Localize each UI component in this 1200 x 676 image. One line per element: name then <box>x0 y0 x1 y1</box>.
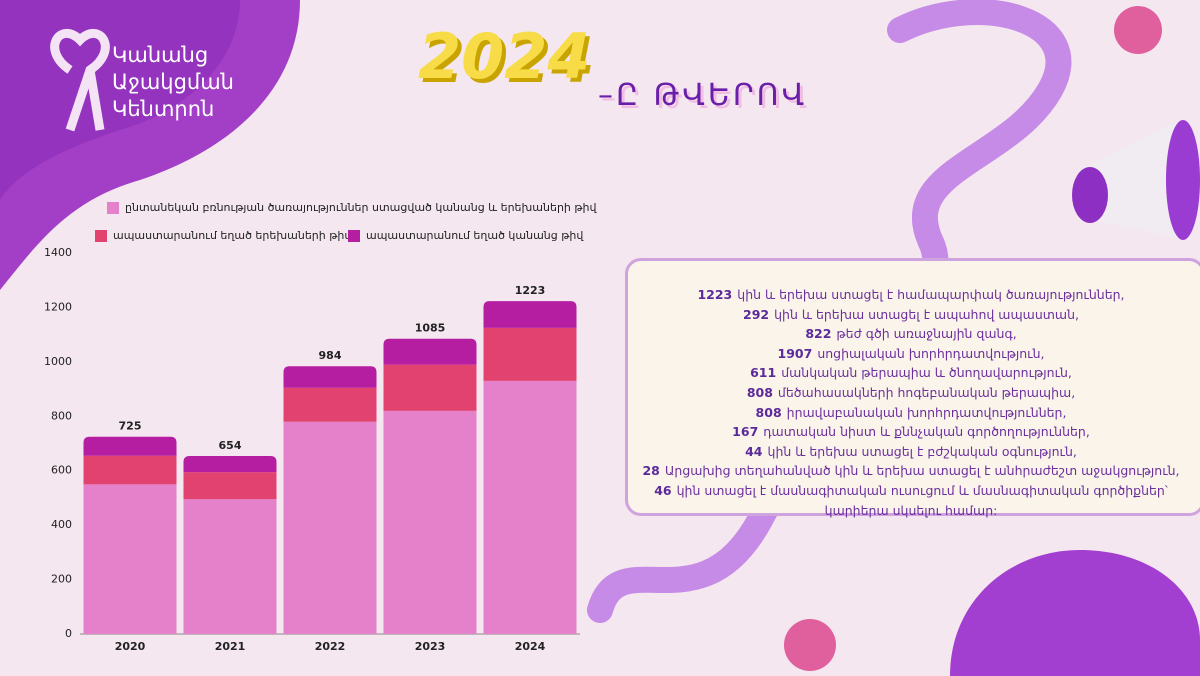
stat-number: 167 <box>732 424 759 440</box>
y-tick-label: 0 <box>65 627 72 640</box>
legend-label: ապաստարանում եղած կանանց թիվ <box>366 229 584 242</box>
megaphone <box>1080 120 1190 240</box>
legend-label: ապաստարանում եղած երեխաների թիվ <box>113 229 352 242</box>
stat-line: 292 կին և երեխա ստացել է ապահով ապաստան, <box>628 305 1194 325</box>
bar-segment <box>383 338 477 365</box>
stat-text: մանկական թերապիա և ծնողավարություն, <box>781 365 1072 381</box>
stat-text: կին և երեխա ստացել է ապահով ապաստան, <box>774 306 1079 322</box>
megaphone <box>1072 167 1108 223</box>
bar-segment <box>83 436 177 456</box>
y-tick-label: 1200 <box>44 300 72 313</box>
stat-text: կին և երեխա ստացել է համապարփակ ծառայութ… <box>737 287 1125 302</box>
stat-text: թեժ գծի առաջնային զանգ, <box>836 326 1017 342</box>
legend-swatch <box>107 202 119 214</box>
stat-text: սոցիալական խորհրդատվություն, <box>817 345 1045 361</box>
stat-line: 1907 սոցիալական խորհրդատվություն, <box>628 344 1194 364</box>
logo: Կանանց Աջակցման Կենտրոն <box>112 42 234 123</box>
y-tick-label: 1000 <box>44 355 72 368</box>
y-tick-label: 1400 <box>44 246 72 259</box>
stat-text: Արցախից տեղահանված կին և երեխա ստացել է … <box>664 463 1180 479</box>
chart: 0 200 400 600 800 1000 1200 1400 ընտանեկան բռնու… <box>44 201 597 653</box>
ribbon-icon <box>50 29 110 132</box>
logo-line: Աջակցման <box>112 70 234 94</box>
stat-text: իրավաբանական խորհրդատվություններ, <box>786 404 1067 420</box>
flower <box>784 619 836 671</box>
bar-segment <box>183 472 277 500</box>
stat-number: 822 <box>805 326 832 342</box>
legend-label: ընտանեկան բռնության ծառայություններ ստաց… <box>125 201 597 214</box>
x-tick-label: 2020 <box>115 640 146 653</box>
y-tick-label: 400 <box>51 518 72 531</box>
y-tick-label: 600 <box>51 464 72 477</box>
stat-line: 808 մեծահասակների հոգեբանական թերապիա, <box>628 383 1194 403</box>
x-tick-label: 2023 <box>415 640 446 653</box>
bar-segment <box>183 456 277 473</box>
stat-text: կին ստացել է մասնագիտական ուսուցում և մա… <box>676 482 1168 518</box>
stat-number: 292 <box>743 306 770 322</box>
legend-swatch <box>348 230 360 242</box>
blob <box>950 550 1200 676</box>
stat-line: 28 Արցախից տեղահանված կին և երեխա ստացել … <box>628 461 1194 481</box>
stat-line: 46 կին ստացել է մասնագիտական ուսուցում և … <box>628 481 1194 520</box>
stat-number: 28 <box>642 463 660 479</box>
bar-segment <box>483 301 577 328</box>
stat-text: դատական նիստ և քննչական գործողություններ… <box>763 424 1090 440</box>
bar-segment <box>483 380 577 634</box>
stat-line: 1223 կին և երեխա ստացել է համապարփակ ծառա… <box>628 285 1194 305</box>
stat-line: 611 մանկական թերապիա և ծնողավարություն, <box>628 363 1194 383</box>
megaphone <box>1166 120 1200 240</box>
bar-segment <box>483 327 577 381</box>
stat-number: 1223 <box>697 287 733 302</box>
bar-segment <box>83 484 177 634</box>
total-label: 1085 <box>415 322 446 335</box>
stats-card: 1223 կին և երեխա ստացել է համապարփակ ծառա… <box>625 258 1200 518</box>
bar-segment <box>283 366 377 388</box>
stat-number: 44 <box>745 443 763 459</box>
total-label: 654 <box>219 439 242 452</box>
legend-swatch <box>95 230 107 242</box>
total-label: 725 <box>119 420 142 433</box>
logo-line: Կենտրոն <box>112 97 215 121</box>
bar-segment <box>383 364 477 411</box>
stat-number: 808 <box>746 384 773 400</box>
total-label: 1223 <box>515 284 546 297</box>
stat-line: 44 կին և երեխա ստացել է բժշկական օգնությո… <box>628 442 1194 462</box>
stat-line: 167 դատական նիստ և քննչական գործողություն… <box>628 422 1194 442</box>
heading-suffix: –Ը ԹՎԵՐՈՎ <box>598 78 808 113</box>
stat-number: 611 <box>750 365 777 381</box>
bar-segment <box>183 499 277 634</box>
bar-segment <box>83 455 177 485</box>
bar-segment <box>383 410 477 634</box>
stat-line: 822 թեժ գծի առաջնային զանգ, <box>628 324 1194 344</box>
stat-text: մեծահասակների հոգեբանական թերապիա, <box>777 384 1076 400</box>
bar-segment <box>283 387 377 422</box>
stat-line: 808 իրավաբանական խորհրդատվություններ, <box>628 403 1194 423</box>
logo-line: Կանանց <box>112 43 209 67</box>
ribbon <box>587 0 1072 623</box>
stat-number: 1907 <box>777 345 813 361</box>
total-label: 984 <box>319 349 342 362</box>
stat-number: 808 <box>755 404 782 420</box>
x-tick-label: 2022 <box>315 640 346 653</box>
y-tick-label: 200 <box>51 573 72 586</box>
bar-segment <box>283 421 377 634</box>
stat-text: կին և երեխա ստացել է բժշկական օգնություն… <box>767 443 1077 459</box>
heading-year: 2024 <box>418 20 591 93</box>
x-tick-label: 2024 <box>515 640 546 653</box>
stat-number: 46 <box>654 482 672 498</box>
y-tick-label: 800 <box>51 409 72 422</box>
blob <box>0 0 240 200</box>
x-tick-label: 2021 <box>215 640 246 653</box>
flower <box>1114 6 1162 54</box>
